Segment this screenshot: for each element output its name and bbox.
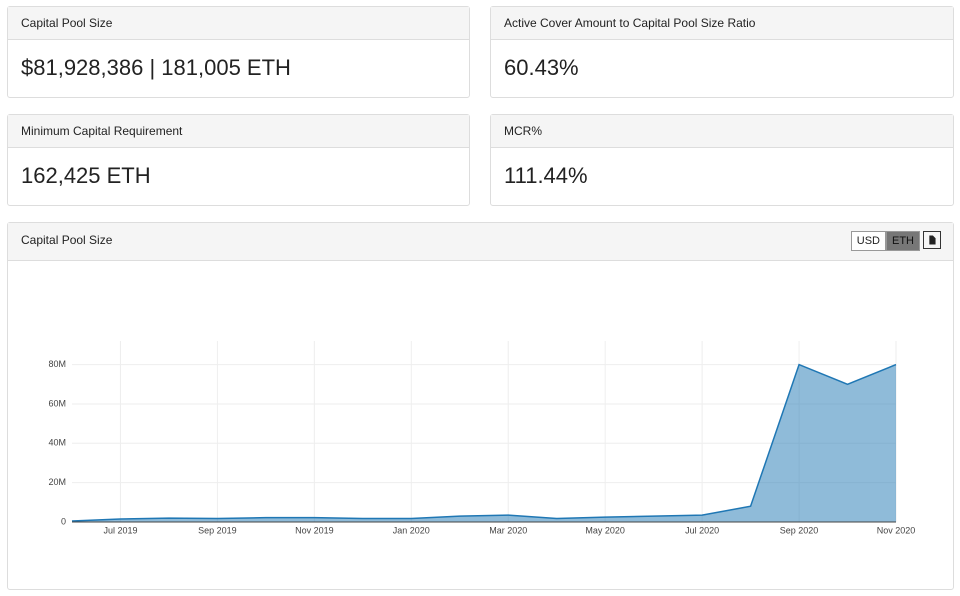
line <box>71 363 897 522</box>
card: Capital Pool Size $81,928,386 | 181,005 … <box>7 6 470 98</box>
card-value: 162,425 ETH <box>21 163 151 188</box>
card-value: 111.44% <box>504 163 588 188</box>
x-tick-label: Jan 2020 <box>393 525 430 535</box>
card: MCR% 111.44% <box>490 114 954 206</box>
y-tick-label: 20M <box>48 477 66 487</box>
card-title: Capital Pool Size <box>8 7 469 40</box>
card-value: 60.43% <box>504 55 579 80</box>
x-tick-label: May 2020 <box>585 525 625 535</box>
card: Active Cover Amount to Capital Pool Size… <box>490 6 954 98</box>
x-tick-label: Nov 2020 <box>877 525 916 535</box>
area <box>72 364 896 522</box>
card: Minimum Capital Requirement 162,425 ETH <box>7 114 470 206</box>
button-group: USD ETH <box>850 231 941 251</box>
x-tick-label: Jul 2020 <box>685 525 719 535</box>
x-tick-label: Nov 2019 <box>295 525 334 535</box>
y-tick-label: 0 <box>61 516 66 526</box>
x-tick-label: Jul 2019 <box>103 525 137 535</box>
card-title: Minimum Capital Requirement <box>8 115 469 148</box>
x-tick-label: Mar 2020 <box>489 525 527 535</box>
eth-button[interactable]: ETH <box>886 231 920 251</box>
card-title: MCR% <box>491 115 953 148</box>
y-tick-label: 40M <box>48 438 66 448</box>
card-value: $81,928,386 | 181,005 ETH <box>21 55 291 80</box>
chart-card: Capital Pool Size USD ETH Jul 2019 Sep 20… <box>7 222 954 590</box>
card-title: Active Cover Amount to Capital Pool Size… <box>491 7 953 40</box>
y-tick-label: 80M <box>48 359 66 369</box>
y-tick-label: 60M <box>48 398 66 408</box>
chart-header: Capital Pool Size USD ETH <box>8 223 953 261</box>
chart-title: Capital Pool Size <box>21 233 113 247</box>
x-tick-label: Sep 2020 <box>780 525 819 535</box>
x-tick-label: Sep 2019 <box>198 525 237 535</box>
export-button[interactable] <box>923 231 941 249</box>
usd-button[interactable]: USD <box>850 231 886 251</box>
chart: Jul 2019 Sep 2019 Nov 2019 Jan 2020 Mar 2020… <box>48 341 916 535</box>
